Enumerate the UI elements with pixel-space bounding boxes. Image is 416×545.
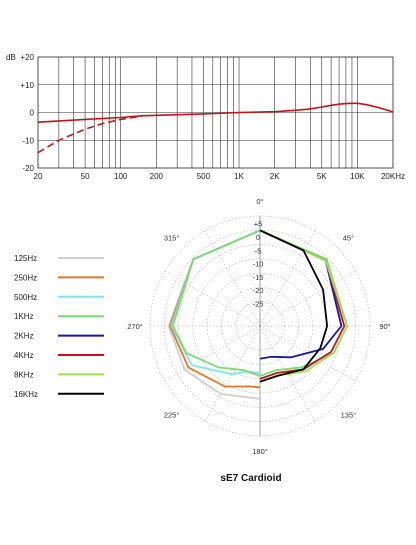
- angle-label: 270°: [127, 322, 143, 331]
- y-tick-label: +20: [20, 53, 34, 62]
- y-tick-label: -10: [22, 136, 34, 145]
- radial-tick-label: -5: [255, 246, 262, 255]
- legend-label: 2KHz: [14, 332, 34, 341]
- legend-label: 4KHz: [14, 351, 34, 360]
- angle-label: 45°: [343, 234, 354, 243]
- x-tick-label: 20: [34, 172, 43, 181]
- legend-label: 500Hz: [14, 293, 37, 302]
- legend-label: 1KHz: [14, 312, 34, 321]
- x-tick-label: 10K: [350, 172, 365, 181]
- polar-spoke: [259, 325, 316, 422]
- frequency-response-grid: [37, 56, 394, 169]
- polar-spoke: [204, 230, 261, 327]
- x-tick-label: 100: [114, 172, 128, 181]
- legend-label: 8KHz: [14, 370, 34, 379]
- radial-tick-label: +5: [254, 220, 263, 229]
- y-tick-label: 0: [30, 109, 35, 118]
- x-tick-label: 2K: [270, 172, 280, 181]
- angle-label: 135°: [341, 410, 357, 419]
- response-curve-dashed: [37, 115, 142, 154]
- polar-curve-125hz: [167, 229, 261, 400]
- polar-grid: [149, 215, 371, 437]
- polar-spoke: [259, 325, 356, 382]
- legend-label: 16KHz: [14, 390, 38, 399]
- y-axis-unit-label: dB: [6, 53, 16, 62]
- x-tick-label: 20KHz: [381, 172, 405, 181]
- polar-curve-1khz: [172, 229, 261, 377]
- polar-chart-title: sE7 Cardioid: [220, 473, 281, 484]
- polar-spoke: [259, 270, 356, 327]
- polar-legend: 125Hz 250Hz 500Hz 1KHz 2KHz 4KHz 8KHz 16KHz: [14, 254, 104, 399]
- x-tick-label: 500: [197, 172, 211, 181]
- radial-tick-label: -15: [253, 273, 264, 282]
- polar-pattern-lines: [167, 229, 348, 400]
- radial-tick-label: 0: [256, 233, 260, 242]
- response-curve-solid: [37, 102, 394, 123]
- y-tick-label: -20: [22, 164, 34, 173]
- radial-tick-label: -20: [253, 286, 264, 295]
- polar-curve-16khz: [259, 229, 328, 383]
- frequency-response-labels: +20 +10 0 -10 -20 dB 20 50 100 200 500 1K 2K 5K 10K 20K…: [6, 53, 405, 181]
- polar-curve-500hz: [170, 229, 261, 376]
- radial-tick-label: -25: [253, 299, 264, 308]
- angle-label: 315°: [164, 234, 180, 243]
- polar-spoke: [259, 230, 316, 327]
- x-tick-label: 5K: [317, 172, 327, 181]
- x-tick-label: 50: [81, 172, 90, 181]
- angle-label: 225°: [164, 410, 180, 419]
- angle-label: 90°: [379, 322, 390, 331]
- legend-label: 125Hz: [14, 254, 37, 263]
- polar-spoke: [164, 270, 261, 327]
- x-tick-label: 1K: [234, 172, 244, 181]
- polar-labels: +5 0 -5 -10 -15 -20 -25 0° 45° 90° 135° 180° 225° 270…: [127, 197, 390, 456]
- legend-label: 250Hz: [14, 273, 37, 282]
- polar-spoke: [164, 325, 261, 382]
- angle-label: 0°: [256, 197, 263, 206]
- frequency-response-lines: [37, 102, 394, 154]
- x-tick-label: 200: [150, 172, 164, 181]
- polar-curve-250hz: [169, 229, 261, 389]
- angle-label: 180°: [252, 447, 268, 456]
- polar-spoke: [204, 325, 261, 422]
- radial-tick-label: -10: [253, 260, 264, 269]
- y-tick-label: +10: [20, 81, 34, 90]
